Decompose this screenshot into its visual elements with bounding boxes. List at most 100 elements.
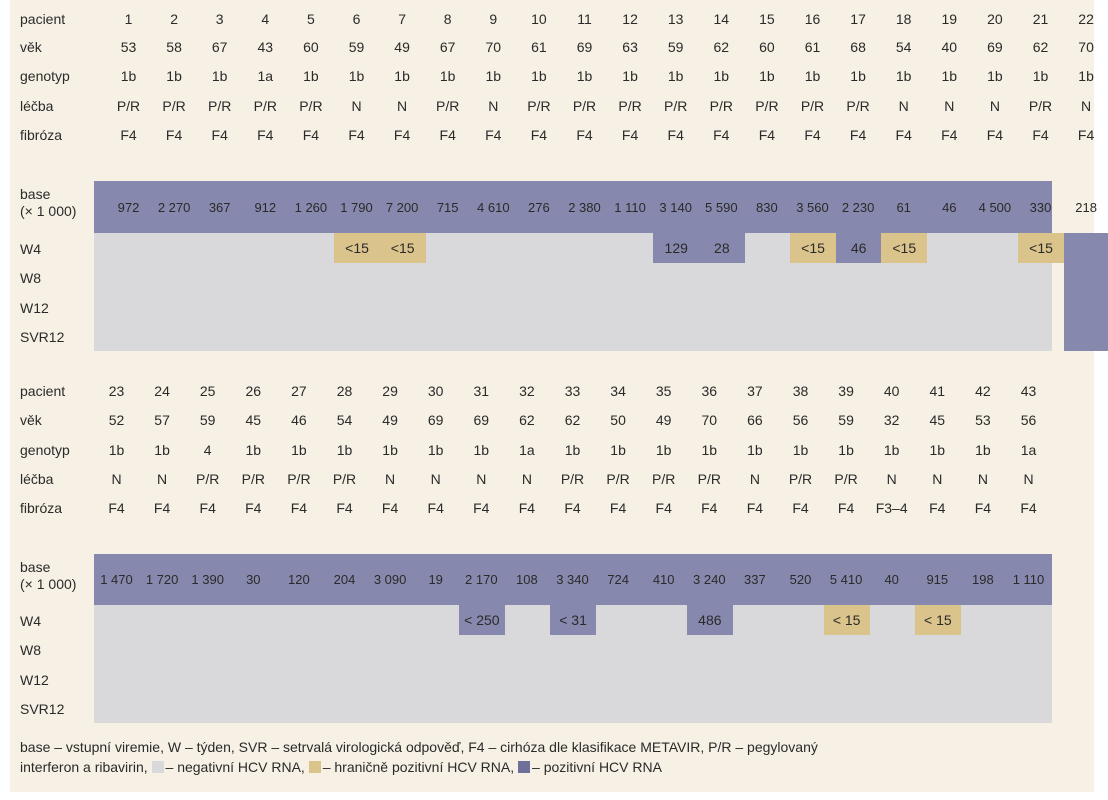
- lecba-cell: N: [1023, 471, 1034, 487]
- lecba-cell: P/R: [116, 98, 141, 114]
- pacient-cell: 25: [199, 383, 216, 399]
- row-label-w8: W8: [20, 270, 41, 286]
- pacient-cell: 10: [531, 11, 547, 27]
- lecba-cell: P/R: [618, 98, 642, 114]
- genotyp-cell: 1b: [667, 68, 684, 84]
- base-value: 1 470: [100, 572, 133, 587]
- pacient-cell: 40: [883, 383, 900, 399]
- genotyp-cell: 1b: [336, 442, 353, 458]
- genotyp-cell: 1b: [564, 442, 581, 458]
- vek-cell: 61: [531, 39, 547, 55]
- base-value: 2 380: [568, 199, 601, 215]
- base-value: 198: [972, 572, 994, 587]
- pacient-cell: 27: [291, 383, 307, 399]
- vek-cell: 59: [199, 412, 216, 428]
- lecba-cell: N: [749, 471, 760, 487]
- base-value: 19: [428, 572, 443, 587]
- row-label-vek: věk: [20, 412, 42, 428]
- pacient-cell: 15: [759, 11, 775, 27]
- svr12-band: [94, 322, 1108, 351]
- base-value: 108: [516, 572, 538, 587]
- pacient-cell: 14: [713, 11, 730, 27]
- genotyp-cell: 1b: [883, 442, 900, 458]
- lecba-cell: P/R: [697, 471, 721, 487]
- pacient-cell: 26: [245, 383, 262, 399]
- borderline-cell: <15: [1018, 233, 1065, 263]
- base-label-line2: (× 1 000): [20, 203, 77, 219]
- genotyp-cell: 1b: [759, 68, 775, 84]
- pacient-cell: 43: [1020, 383, 1037, 399]
- row-label-w12: W12: [20, 672, 49, 688]
- pacient-cell: 23: [108, 383, 125, 399]
- vek-cell: 62: [713, 39, 730, 55]
- borderline-cell: <15: [790, 233, 837, 263]
- genotyp-cell: 1b: [427, 442, 444, 458]
- svr12-band: [94, 694, 1052, 723]
- base-value: 1 720: [145, 572, 179, 587]
- w4-band: <15 <15 129 28 <15 46 <15 <15: [94, 233, 1108, 263]
- lecba-cell: N: [898, 98, 909, 114]
- vek-cell: 69: [987, 39, 1003, 55]
- lecba-cell: P/R: [755, 98, 779, 114]
- genotyp-cell: 4: [203, 442, 212, 458]
- genotyp-cell: 1b: [804, 68, 821, 84]
- vek-cell: 59: [348, 39, 365, 55]
- w12-band: [94, 292, 1108, 322]
- lecba-cell: P/R: [664, 98, 688, 114]
- pacient-cell: 8: [443, 11, 452, 27]
- lecba-cell: P/R: [299, 98, 323, 114]
- lecba-cell: P/R: [241, 471, 265, 487]
- lecba-cell: N: [385, 471, 396, 487]
- vek-cell: 53: [120, 39, 137, 55]
- positive-cell: [1063, 233, 1108, 263]
- pacient-cell: 12: [622, 11, 638, 27]
- genotyp-cell: 1b: [655, 442, 672, 458]
- borderline-cell: <15: [379, 233, 426, 263]
- vek-cell: 69: [427, 412, 444, 428]
- base-value: 1 260: [294, 199, 328, 215]
- pacient-cell: 1: [124, 11, 133, 27]
- pacient-cell: 7: [398, 11, 406, 27]
- vek-cell: 62: [1032, 39, 1049, 55]
- row-fibroza: fibróza F4 F4 F4 F4 F4 F4 F4 F4 F4 F4 F4 F4 F4 F4 F4 F4…: [10, 126, 1094, 144]
- vek-cell: 56: [1020, 412, 1037, 428]
- pacient-cell: 36: [701, 383, 718, 399]
- fibroza-cell: F4: [804, 127, 821, 143]
- fibroza-cell: F4: [120, 127, 137, 143]
- legend: base – vstupní viremie, W – týden, SVR –…: [20, 737, 920, 777]
- genotyp-cell: 1b: [747, 442, 763, 458]
- positive-swatch-icon: [518, 761, 531, 773]
- vek-cell: 59: [667, 39, 684, 55]
- pacient-cell: 39: [838, 383, 854, 399]
- base-value: 30: [246, 572, 261, 587]
- fibroza-cell: F4: [986, 127, 1004, 143]
- genotyp-cell: 1b: [610, 442, 626, 458]
- lecba-cell: P/R: [527, 98, 551, 114]
- base-value: 520: [789, 572, 812, 587]
- fibroza-cell: F4: [108, 500, 125, 516]
- fibroza-cell: F4: [609, 500, 627, 516]
- vek-cell: 45: [929, 412, 946, 428]
- row-label-fibroza: fibróza: [20, 127, 63, 143]
- vek-cell: 49: [655, 412, 672, 428]
- row-lecba: léčba P/R P/R P/R P/R P/R N N P/R N P/R P/R P/R P/R P…: [10, 97, 1094, 115]
- genotyp-cell: 1b: [531, 68, 547, 84]
- base-value: 410: [652, 572, 675, 587]
- vek-cell: 68: [850, 39, 866, 55]
- positive-cell: 486: [686, 605, 733, 635]
- lecba-cell: P/R: [846, 98, 870, 114]
- genotyp-cell: 1b: [941, 68, 958, 84]
- vek-cell: 70: [701, 412, 718, 428]
- genotyp-cell: 1a: [519, 442, 535, 458]
- row-label-svr12: SVR12: [20, 329, 65, 345]
- lecba-cell: N: [1081, 98, 1092, 114]
- base-value: 915: [926, 572, 949, 587]
- base-value: 1 790: [340, 199, 373, 215]
- genotyp-cell: 1b: [291, 442, 307, 458]
- pacient-cell: 4: [261, 11, 270, 27]
- base-value: 5 590: [705, 199, 738, 215]
- genotyp-cell: 1b: [485, 68, 502, 84]
- base-value: 2 230: [841, 199, 875, 215]
- fibroza-cell: F4: [576, 127, 593, 143]
- pacient-cell: 2: [170, 11, 178, 27]
